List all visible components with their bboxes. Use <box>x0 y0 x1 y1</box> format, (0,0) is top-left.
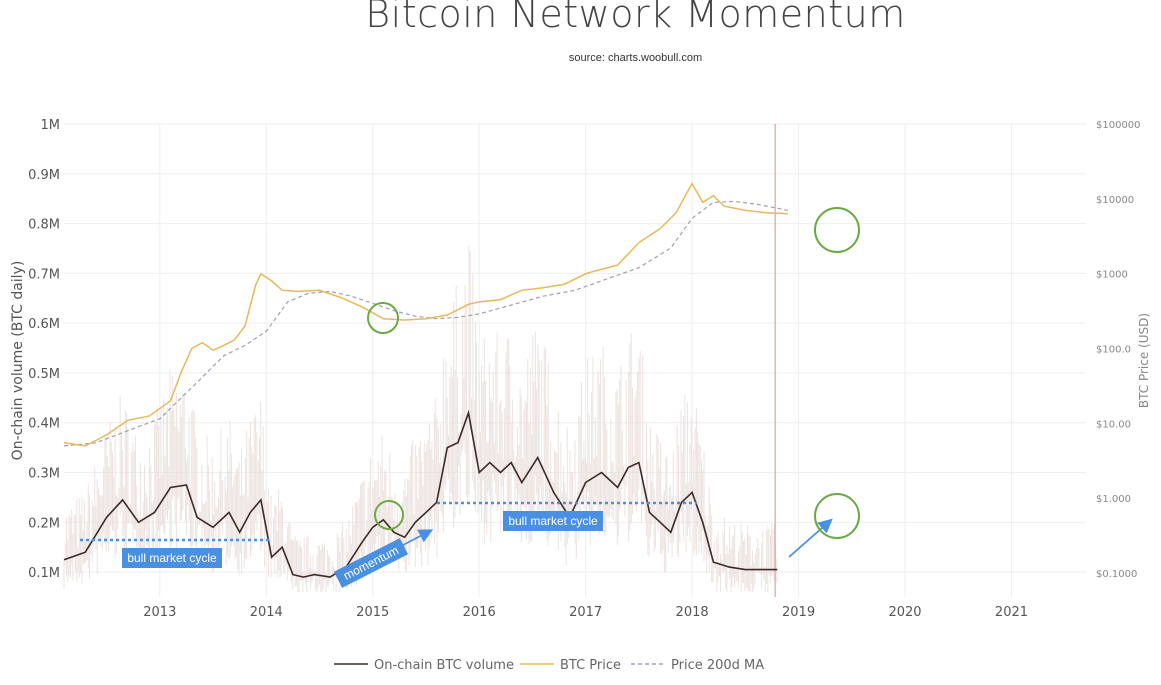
highlight-circle-price-2015 <box>367 302 399 334</box>
annotation-bull-market-cycle-2: bull market cycle <box>503 511 603 531</box>
y-tick-label: 0.6M <box>28 317 60 332</box>
y2-tick-label: $1.000 <box>1096 494 1131 505</box>
y2-tick-label: $0.1000 <box>1096 569 1137 580</box>
x-tick-label: 2021 <box>995 605 1028 620</box>
y-tick-label: 0.5M <box>28 367 60 382</box>
highlight-circle-volume-future <box>814 493 860 539</box>
x-tick-label: 2013 <box>143 605 176 620</box>
y-tick-label: 0.2M <box>28 516 60 531</box>
highlight-circle-price-future <box>814 207 860 253</box>
series-line-on-chain-volume <box>63 409 778 578</box>
annotation-momentum-bg <box>333 538 409 588</box>
future-arrow <box>788 518 833 558</box>
y2-tick-label: $100000 <box>1096 120 1141 131</box>
y-tick-label: 0.4M <box>28 417 60 432</box>
annotation-bull-market-cycle-1-bg <box>122 548 222 568</box>
x-tick-label: 2017 <box>569 605 602 620</box>
raw-volume-spikes <box>63 245 778 592</box>
x-tick-label: 2015 <box>356 605 389 620</box>
axes: 0.1M 0.2M 0.3M 0.4M 0.5M 0.6M 0.7M 0.8M 0.9M 1M 20… <box>10 118 1151 620</box>
legend-label-3: Price 200d MA <box>671 658 764 673</box>
chart-subtitle: source: charts.woobull.com <box>568 52 703 64</box>
legend: On-chain BTC volume BTC Price Price 200d M… <box>334 658 764 673</box>
highlight-circle-volume-2015 <box>374 500 404 530</box>
annotation-bull-market-cycle-2-text: bull market cycle <box>508 514 598 528</box>
raw-volume-noise <box>63 245 778 592</box>
chart-title: Bitcoin Network Momentum <box>365 0 906 36</box>
annotation-bull-market-cycle-1-text: bull market cycle <box>127 551 217 565</box>
x-tick-label: 2020 <box>888 605 921 620</box>
series-line-price-200d-ma <box>63 200 789 447</box>
y2-tick-label: $100.0 <box>1096 345 1131 356</box>
series-line-btc-price <box>63 182 788 447</box>
y-tick-label: 1M <box>41 118 61 133</box>
y2-tick-label: $10.00 <box>1096 419 1131 430</box>
annotation-bull-market-cycle-2-bg <box>503 511 603 531</box>
momentum-arrow <box>402 529 434 546</box>
x-tick-label: 2018 <box>676 605 709 620</box>
annotation-bull-market-cycle-1: bull market cycle <box>122 548 222 568</box>
y-tick-label: 0.9M <box>28 168 60 183</box>
y-tick-label: 0.7M <box>28 267 60 282</box>
y-tick-label: 0.3M <box>28 467 60 482</box>
y-axis-title: On-chain volume (BTC daily) <box>10 261 26 461</box>
legend-label-1: On-chain BTC volume <box>374 658 514 673</box>
x-tick-label: 2019 <box>782 605 815 620</box>
y-tick-label: 0.1M <box>28 566 60 581</box>
legend-label-2: BTC Price <box>560 658 621 673</box>
x-tick-label: 2014 <box>250 605 283 620</box>
y2-tick-label: $10000 <box>1096 195 1134 206</box>
y-tick-label: 0.8M <box>28 218 60 233</box>
y2-tick-label: $1000 <box>1096 270 1128 281</box>
y2-axis-title: BTC Price (USD) <box>1137 313 1151 408</box>
series-lines <box>63 124 789 597</box>
x-tick-label: 2016 <box>463 605 496 620</box>
